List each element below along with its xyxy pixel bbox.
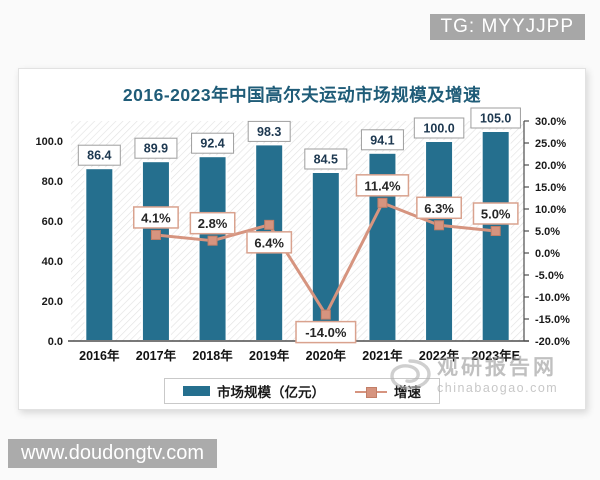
bar-value-box <box>247 120 291 142</box>
y2-axis-tick-label: -15.0% <box>535 314 570 326</box>
y2-axis-tick-label: 25.0% <box>535 138 566 150</box>
growth-value-label: 2.8% <box>198 216 228 231</box>
x-axis-tick-label: 2021年 <box>362 348 403 363</box>
growth-value-box <box>295 320 357 344</box>
y-axis-tick-label: 100.0 <box>35 136 63 148</box>
growth-value-box <box>416 196 463 220</box>
bar-value-label: 86.4 <box>87 149 111 163</box>
bar-value-box <box>413 117 465 139</box>
growth-value-box <box>246 231 293 254</box>
bar <box>84 167 115 342</box>
growth-value-box <box>355 174 410 197</box>
line-marker <box>377 197 388 208</box>
bar-value-label: 105.0 <box>480 112 511 126</box>
bar-value-label: 89.9 <box>144 142 168 156</box>
y2-axis-tick-label: 10.0% <box>535 204 566 216</box>
growth-value-label: 11.4% <box>364 178 401 193</box>
y2-axis-tick-label: -10.0% <box>535 292 570 304</box>
x-axis-tick-label: 2019年 <box>249 348 290 363</box>
line-marker <box>207 235 218 246</box>
line-series-swatch <box>355 386 387 398</box>
bar <box>140 160 171 342</box>
line-marker <box>434 220 445 231</box>
y2-axis-tick-label: 15.0% <box>535 182 566 194</box>
bar-value-box <box>304 148 348 170</box>
chart-title: 2016-2023年中国高尔夫运动市场规模及增速 <box>122 85 482 105</box>
market-size-growth-chart: 0.0 20.0 40.0 60.0 80.0 100.0 30.0% 25.0% 20.0% 1… <box>35 107 570 363</box>
y-axis-tick-label: 0.0 <box>48 336 63 348</box>
bar <box>424 140 455 342</box>
bar <box>480 130 511 342</box>
bar-value-label: 84.5 <box>314 153 338 167</box>
chart-card: 2016-2023年中国高尔夫运动市场规模及增速 0.0 20.0 40.0 60.0… <box>18 68 586 410</box>
bar-value-label: 92.4 <box>200 137 224 151</box>
legend-bar-label: 市场规模（亿元） <box>217 385 325 400</box>
bar-value-box <box>134 137 178 159</box>
growth-value-label: -14.0% <box>305 325 347 340</box>
y-axis-tick-label: 40.0 <box>42 256 63 268</box>
growth-value-label: 4.1% <box>141 210 171 225</box>
x-axis-tick-label: 2022年 <box>419 348 460 363</box>
y2-axis-tick-label: 0.0% <box>535 248 560 260</box>
bar-value-box <box>360 129 404 151</box>
bar-value-box <box>470 107 521 129</box>
legend-item-growth: 增速 <box>355 381 421 401</box>
bar-value-box <box>191 132 235 154</box>
legend-item-market-size: 市场规模（亿元） <box>183 381 325 401</box>
bar <box>197 155 228 342</box>
y2-axis-tick-label: -20.0% <box>535 336 570 348</box>
growth-value-box <box>472 202 519 225</box>
y2-axis-tick-label: -5.0% <box>535 270 564 282</box>
bar-value-label: 98.3 <box>257 125 281 139</box>
x-axis-tick-label: 2017年 <box>136 348 177 363</box>
source-url-badge: www.doudongtv.com <box>8 439 218 468</box>
x-axis-tick-label: 2018年 <box>192 348 233 363</box>
line-marker <box>264 219 275 230</box>
bar-series-swatch <box>183 386 210 396</box>
bar-value-label: 100.0 <box>423 122 454 136</box>
y-axis-tick-label: 20.0 <box>42 296 63 308</box>
legend: 市场规模（亿元） 增速 <box>164 378 440 404</box>
x-axis-tick-label: 2023年E <box>471 348 520 363</box>
growth-value-label: 6.3% <box>424 201 454 216</box>
y2-axis-tick-label: 5.0% <box>535 226 560 238</box>
telegram-watermark-badge: TG: MYYJJPP <box>429 14 585 40</box>
x-axis-tick-label: 2016年 <box>79 348 120 363</box>
growth-value-label: 5.0% <box>481 207 511 222</box>
y-axis-tick-label: 60.0 <box>42 216 63 228</box>
legend-line-label: 增速 <box>394 385 421 400</box>
bar-value-label: 94.1 <box>370 133 394 147</box>
line-marker <box>320 309 331 320</box>
growth-value-box <box>132 206 179 229</box>
line-marker <box>150 229 161 240</box>
growth-value-box <box>189 211 236 235</box>
bar-value-box <box>77 144 121 166</box>
y2-axis-tick-label: 30.0% <box>535 116 566 128</box>
y-axis-tick-label: 80.0 <box>42 176 63 188</box>
growth-value-label: 6.4% <box>254 235 284 250</box>
line-marker <box>490 226 501 236</box>
x-axis-tick-label: 2020年 <box>306 348 347 363</box>
y2-axis-tick-label: 20.0% <box>535 160 566 172</box>
